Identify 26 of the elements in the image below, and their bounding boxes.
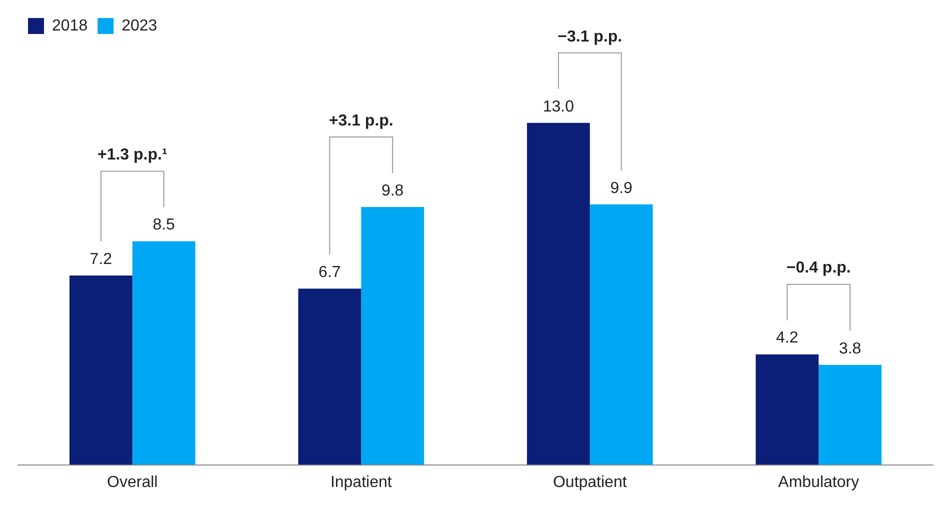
data-label: 4.2 <box>776 330 798 347</box>
data-label: 8.5 <box>152 216 176 234</box>
annotation: −0.4 p.p. <box>786 260 851 277</box>
text: −3.1 p.p. <box>558 28 622 46</box>
bar <box>69 275 132 465</box>
x-tick-label: Ambulatory <box>778 474 860 491</box>
legend-label: 2018 <box>52 17 88 34</box>
bar <box>361 207 424 465</box>
annotation: +3.1 p.p. <box>328 112 394 130</box>
legend-label: 2023 <box>122 17 158 34</box>
data-label: 13.0 <box>542 98 574 116</box>
x-tick-label: Overall <box>107 474 158 491</box>
bar <box>756 354 819 465</box>
data-label: 7.2 <box>90 250 112 268</box>
bar <box>526 122 590 465</box>
bar <box>298 288 362 465</box>
data-label: 3.8 <box>838 340 862 358</box>
data-label: 9.9 <box>610 180 633 197</box>
annotation: +1.3 p.p.¹ <box>97 146 168 164</box>
data-label: 9.8 <box>381 182 404 200</box>
bar <box>590 204 653 465</box>
bar <box>132 241 196 465</box>
data-label: 6.7 <box>318 264 341 281</box>
x-tick-label: Outpatient <box>552 474 628 491</box>
bar <box>818 364 882 465</box>
x-tick-label: Inpatient <box>330 474 392 491</box>
